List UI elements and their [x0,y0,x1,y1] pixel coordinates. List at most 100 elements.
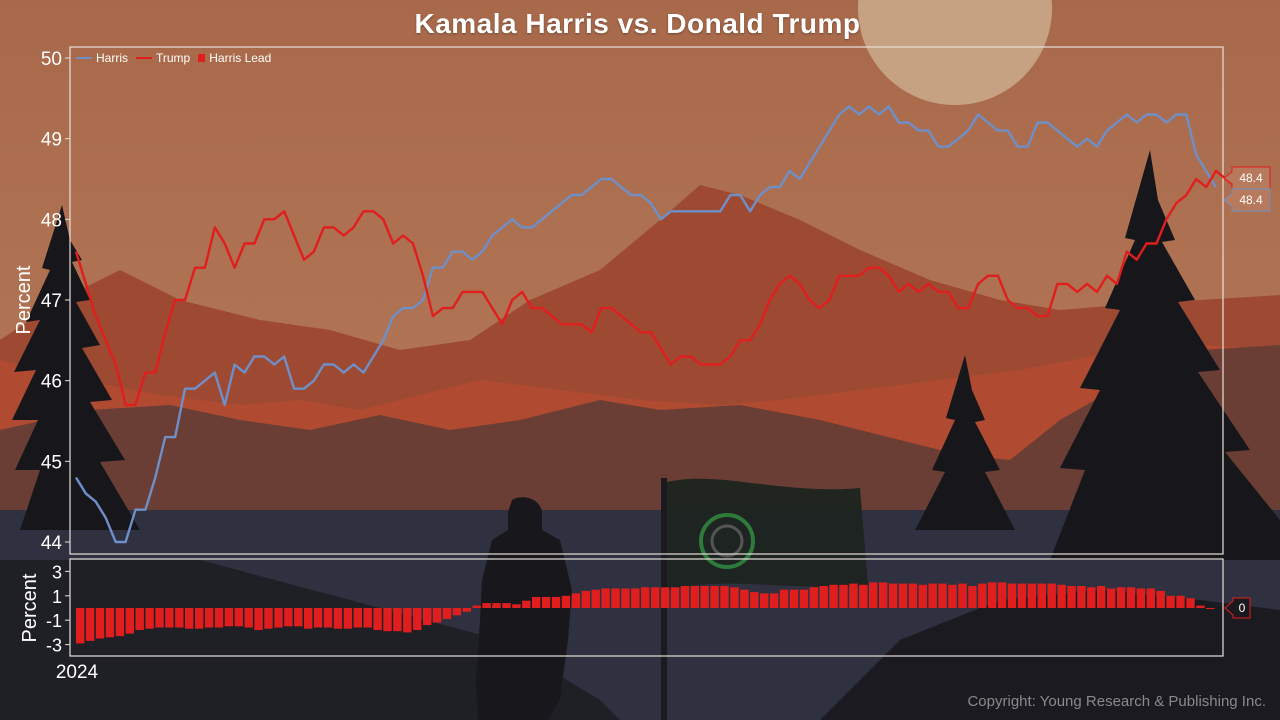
lead-bar [720,586,729,608]
lead-bar [85,608,95,641]
lead-bar [145,608,154,629]
lead-bar [95,608,105,639]
lead-bar [403,608,412,633]
end-label-lead-box [1224,597,1251,619]
lead-bar [304,608,313,629]
lead-bar [928,583,937,608]
lead-bar [393,608,402,632]
lead-bar [710,586,719,608]
lead-bar [819,586,828,608]
end-label-harris-box [1223,188,1271,212]
lead-bar [512,604,521,608]
legend-swatch-lead [198,54,206,62]
legend-swatch-harris [76,57,92,59]
lead-bar [888,583,898,608]
lead-bar [670,587,680,608]
lead-bar [1107,588,1116,608]
lead-bar [462,608,471,612]
sun [858,0,1052,105]
lead-bar [195,608,204,629]
end-label-trump-box [1223,166,1271,190]
lead-bar [690,586,699,608]
lead-bar [750,592,759,608]
y-tick-label: 47 [41,291,62,312]
lead-bar [968,586,977,608]
flag [667,478,868,590]
lead-bar [224,608,234,627]
lead-bar [1176,595,1185,608]
lead-y-tick-label: -3 [46,636,62,656]
y-tick-label: 46 [41,372,62,393]
lead-bar [442,608,452,619]
lead-y-tick-label: 1 [52,587,62,607]
lead-bar [1196,605,1205,608]
lead-bar [839,584,848,608]
lead-bar [621,588,630,608]
lead-bar [1057,584,1066,608]
lead-bar [918,584,927,608]
lead-bar [1146,588,1155,608]
lead-bar [631,588,640,608]
y-tick-label: 45 [41,452,62,473]
lead-bar [175,608,184,628]
series-line-harris [74,105,1218,544]
lead-bar [1126,587,1136,608]
lead-bar [908,583,918,608]
lead-bar [482,603,491,608]
chart-title: Kamala Harris vs. Donald Trump [414,8,861,39]
lead-bar [1007,583,1017,608]
lead-bar [680,586,690,608]
pine-tree-mid [915,355,1015,530]
lead-bar [423,608,432,626]
lead-bar [105,608,115,638]
lead-bar [234,608,243,627]
lead-bar [1206,608,1215,609]
lead-bar [294,608,303,627]
lead-bar [472,605,481,608]
lead-bar [1027,583,1037,608]
lead-bar [948,584,957,608]
lead-bar [700,586,709,608]
lead-bar [1077,586,1086,608]
lead-bar [1136,588,1146,608]
lead-bar [492,603,501,608]
end-label-harris: 48.4 [1239,193,1263,207]
y-tick-label: 50 [41,49,62,70]
lead-bar [879,582,888,608]
lead-bar [155,608,164,628]
lead-bar [313,608,323,628]
lead-bar [1156,590,1165,608]
y-axis-label: Percent [13,265,35,334]
lead-bar [284,608,293,627]
lead-bar [988,582,997,608]
lead-bar [541,597,551,608]
lead-bar [651,587,660,608]
lead-y-axis-label: Percent [19,573,41,642]
lead-bar [779,589,789,608]
legend-item-trump: Trump [136,51,190,65]
lead-bar [185,608,194,629]
lead-bar [323,608,333,628]
lead-bar [799,589,809,608]
lead-bar [1116,587,1126,608]
lead-bar [898,583,908,608]
lead-bar [641,587,650,608]
legend-label-trump: Trump [156,51,191,65]
foreground-hill [0,560,620,720]
lead-bar [1037,583,1046,608]
lead-bar [204,608,214,628]
lead-bar [244,608,253,628]
lead-bar [343,608,353,629]
lead-bar [829,584,838,608]
lead-bar [165,608,174,628]
lead-plot-frame [69,558,1224,657]
lead-bar [383,608,392,632]
flag-emblem [699,513,755,569]
lead-bar [1087,587,1096,608]
soldier-silhouette [476,497,572,720]
lead-bar [859,584,868,608]
lead-bar [1017,583,1027,608]
lead-bar [1067,586,1076,608]
